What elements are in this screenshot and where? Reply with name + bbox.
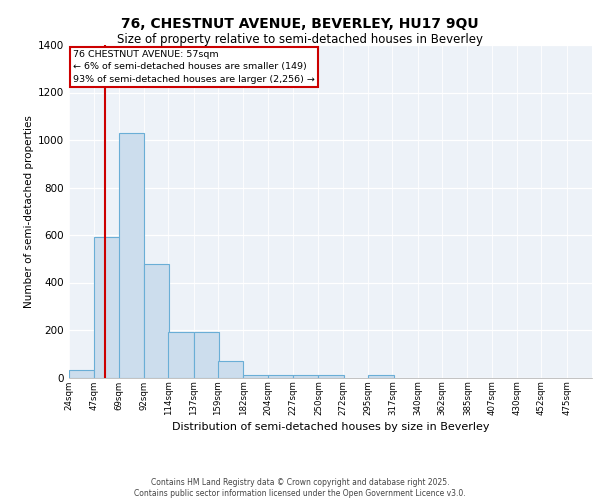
Bar [268,375,293,378]
Text: 76 CHESTNUT AVENUE: 57sqm
← 6% of semi-detached houses are smaller (149)
93% of : 76 CHESTNUT AVENUE: 57sqm ← 6% of semi-d… [73,50,315,84]
Y-axis label: Number of semi-detached properties: Number of semi-detached properties [24,115,34,308]
Text: 76, CHESTNUT AVENUE, BEVERLEY, HU17 9QU: 76, CHESTNUT AVENUE, BEVERLEY, HU17 9QU [121,18,479,32]
Bar [194,332,219,378]
Bar [293,375,319,378]
Bar [169,332,194,378]
X-axis label: Distribution of semi-detached houses by size in Beverley: Distribution of semi-detached houses by … [172,422,490,432]
Text: Contains HM Land Registry data © Crown copyright and database right 2025.
Contai: Contains HM Land Registry data © Crown c… [134,478,466,498]
Text: Size of property relative to semi-detached houses in Beverley: Size of property relative to semi-detach… [117,32,483,46]
Bar [218,361,244,378]
Bar [368,375,394,378]
Bar [244,375,269,378]
Bar [119,133,144,378]
Bar [69,370,94,378]
Bar [144,264,169,378]
Bar [94,238,120,378]
Bar [319,375,344,378]
